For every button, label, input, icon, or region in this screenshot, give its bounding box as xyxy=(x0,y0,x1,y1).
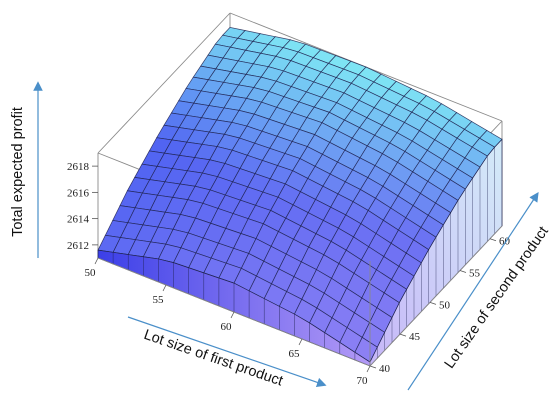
y-tick-label: 60 xyxy=(499,236,511,248)
x-tick-mark xyxy=(366,365,371,373)
x-tick-label: 65 xyxy=(289,348,301,360)
z-axis-ticks: 2612 2614 2616 2618 xyxy=(67,161,98,252)
y-tick-label: 45 xyxy=(409,331,421,343)
y-tick-mark xyxy=(459,270,467,273)
profit-surface xyxy=(97,27,503,367)
x-tick-mark xyxy=(162,284,167,292)
y-tick-mark xyxy=(429,301,437,305)
box-edge xyxy=(97,12,231,154)
x-tick-label: 50 xyxy=(85,267,97,279)
x-tick-mark xyxy=(230,311,235,319)
box-edge xyxy=(369,225,503,367)
y-axis-arrow xyxy=(407,191,539,391)
y-tick-label: 50 xyxy=(439,299,451,311)
x-axis-arrow xyxy=(127,316,327,387)
z-tick-label: 2614 xyxy=(67,214,90,226)
z-tick-label: 2618 xyxy=(67,161,90,173)
z-tick-label: 2616 xyxy=(67,187,90,199)
y-tick-mark xyxy=(399,333,407,337)
z-axis-title: Total expected profit xyxy=(10,107,26,237)
x-axis-ticks: 50 55 60 65 70 xyxy=(85,257,371,387)
y-tick-mark xyxy=(489,238,497,242)
x-tick-label: 55 xyxy=(153,294,165,306)
x-tick-mark xyxy=(94,257,99,265)
y-tick-label: 40 xyxy=(379,363,391,375)
x-tick-label: 60 xyxy=(221,321,233,333)
x-axis-title: Lot size of first product xyxy=(142,327,285,390)
y-axis-ticks: 40 45 50 55 60 xyxy=(369,236,511,375)
y-tick-mark xyxy=(369,365,377,369)
y-tick-label: 55 xyxy=(469,268,481,280)
z-tick-label: 2612 xyxy=(67,240,89,252)
x-tick-mark xyxy=(298,338,303,346)
x-tick-label: 70 xyxy=(357,375,369,387)
